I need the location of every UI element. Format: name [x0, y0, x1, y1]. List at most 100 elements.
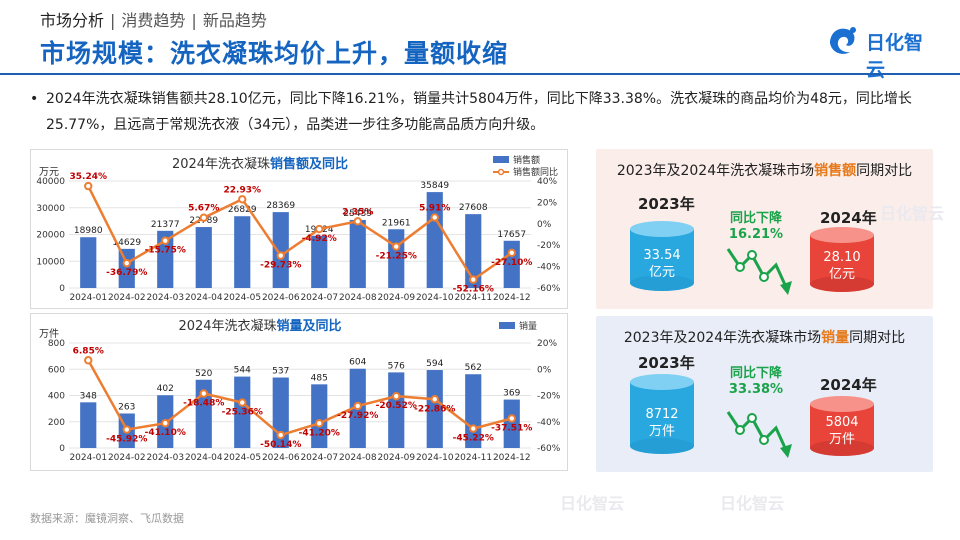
volume-yoy-label: 6.85% — [73, 346, 104, 356]
sales-yoy-line — [87, 185, 513, 282]
sales-bar — [311, 235, 328, 288]
volume-yoy-label: -25.36% — [222, 408, 263, 418]
volume-y2-tick-label: -40% — [537, 418, 561, 428]
sales-yoy-label: -4.92% — [302, 234, 337, 244]
volume-title-prefix: 2024年洗衣凝珠 — [178, 318, 276, 334]
sales-x-tick-label: 2024-01 — [69, 293, 107, 303]
volume-title-highlight: 销量及同比 — [277, 318, 342, 334]
breadcrumb-separator: | — [191, 11, 197, 30]
watermark: 日化智云 — [560, 494, 625, 513]
breadcrumb-separator: | — [110, 11, 116, 30]
volume-y2-tick-label: 0% — [537, 365, 552, 375]
sales-2023-unit: 亿元 — [648, 265, 675, 280]
sales-yoy-point — [276, 251, 285, 260]
sales-yoy-point — [353, 217, 362, 226]
volume-y-tick-label: 0 — [59, 444, 65, 454]
volume-yoy-point — [238, 398, 247, 407]
volume-yoy-point — [469, 424, 478, 433]
sales-comparison-title: 2023年及2024年洗衣凝珠市场销售额同期对比 — [596, 160, 933, 180]
sales-legend-line-marker — [497, 168, 505, 176]
volume-bar-label: 520 — [195, 369, 212, 379]
sales-legend-label: 销售额同比 — [513, 166, 558, 178]
volume-yoy-point — [430, 395, 439, 404]
sales-yoy-point — [161, 236, 170, 245]
volume-bar-label: 594 — [426, 359, 443, 369]
sales-yoy-label: -36.79% — [106, 268, 147, 278]
volume-bar-label: 263 — [118, 402, 135, 412]
volume-yoy-point — [84, 356, 93, 365]
cylinder-2023-volume — [630, 374, 694, 454]
bullet-dot: • — [30, 91, 39, 107]
sales-title: 2024年洗衣凝珠销售额及同比 — [172, 156, 348, 172]
breadcrumb-item-consumption[interactable]: 消费趋势 — [121, 11, 186, 30]
sales-2024-number: 28.10 — [823, 250, 861, 265]
sales-yoy-label: 5.67% — [188, 204, 219, 214]
volume-bar — [503, 399, 520, 448]
sales-comparison-title-highlight: 销售额 — [814, 163, 857, 179]
sales-comparison-graphic — [630, 221, 874, 295]
summary-bullet: • 2024年洗衣凝珠销售额共28.10亿元，同比下降16.21%，销量共计58… — [30, 86, 930, 138]
volume-yoy-label: -22.86% — [414, 404, 455, 414]
sales-bar-label: 21961 — [382, 218, 411, 228]
sales-y-tick-label: 20000 — [36, 231, 65, 241]
volume-bar-label: 485 — [311, 373, 328, 383]
volume-legend-label: 销量 — [519, 320, 537, 332]
watermark: 日化智云 — [720, 494, 785, 513]
volume-yoy-label: -50.14% — [260, 440, 301, 450]
sales-legend-bar-swatch — [493, 156, 509, 163]
volume-x-tick-label: 2024-05 — [223, 453, 261, 463]
cylinder-2024-volume — [810, 396, 874, 456]
volume-x-tick-label: 2024-10 — [416, 453, 454, 463]
sales-bar-label: 27608 — [459, 203, 488, 213]
volume-yoy-point — [199, 389, 208, 398]
sales-legend-label: 销售额 — [513, 154, 540, 166]
sales-bar-label: 25439 — [343, 209, 372, 219]
volume-yoy-point — [276, 430, 285, 440]
volume-yoy-label: -41.20% — [299, 428, 340, 438]
sales-year-2023: 2023年 — [638, 195, 695, 213]
sales-bar — [349, 219, 366, 288]
sales-yoy-label: 5.91% — [419, 203, 450, 213]
sales-y2-tick-label: 40% — [537, 177, 557, 187]
sales-bar-label: 26829 — [228, 205, 257, 215]
volume-year-2023: 2023年 — [638, 354, 695, 372]
volume-y2-tick-label: -20% — [537, 392, 561, 402]
sales-bar — [272, 212, 289, 288]
sales-yoy-point — [430, 213, 439, 222]
volume-bar — [388, 372, 405, 448]
sales-x-tick-label: 2024-06 — [262, 293, 300, 303]
volume-yoy-point — [315, 419, 324, 428]
sales-yoy-label: -21.25% — [376, 252, 417, 262]
volume-bar-label: 369 — [503, 389, 520, 399]
volume-x-tick-label: 2024-12 — [493, 453, 531, 463]
volume-yoy-label: -41.10% — [145, 428, 186, 438]
volume-x-tick-label: 2024-09 — [377, 453, 415, 463]
watermark: 日化智云 — [880, 204, 945, 223]
volume-yoy-point — [122, 425, 131, 434]
sales-x-tick-label: 2024-12 — [493, 293, 531, 303]
volume-x-tick-label: 2024-04 — [185, 453, 223, 463]
sales-x-tick-label: 2024-09 — [377, 293, 415, 303]
page-title: 市场规模：洗衣凝珠均价上升，量额收缩 — [40, 39, 509, 68]
volume-y-tick-label: 400 — [48, 392, 65, 402]
breadcrumb-item-new-products[interactable]: 新品趋势 — [202, 11, 267, 30]
down-trend-arrow-icon — [726, 248, 792, 295]
breadcrumb-section[interactable]: 市场分析 — [40, 11, 105, 30]
volume-bar-label: 537 — [272, 367, 289, 377]
sales-y2-tick-label: 20% — [537, 198, 557, 208]
sales-delta-label: 同比下降 — [729, 211, 782, 226]
sales-x-tick-label: 2024-07 — [300, 293, 338, 303]
sales-yoy-label: -15.75% — [145, 246, 186, 256]
volume-x-tick-label: 2024-02 — [108, 453, 146, 463]
volume-x-tick-label: 2024-11 — [454, 453, 492, 463]
sales-x-tick-label: 2024-10 — [416, 293, 454, 303]
data-source: 数据来源：魔镜洞察、飞瓜数据 — [30, 512, 184, 525]
volume-2023-value: 8712 万件 — [630, 406, 694, 440]
volume-x-tick-label: 2024-01 — [69, 453, 107, 463]
sales-bar — [118, 248, 135, 288]
brand-logo: 日化智云 — [826, 22, 936, 81]
sales-yoy-label: 35.24% — [70, 172, 108, 182]
sales-yoy-label: 22.93% — [224, 185, 262, 195]
sales-bar-label: 14629 — [112, 238, 141, 248]
sales-comparison-title-prefix: 2023年及2024年洗衣凝珠市场 — [616, 163, 815, 179]
